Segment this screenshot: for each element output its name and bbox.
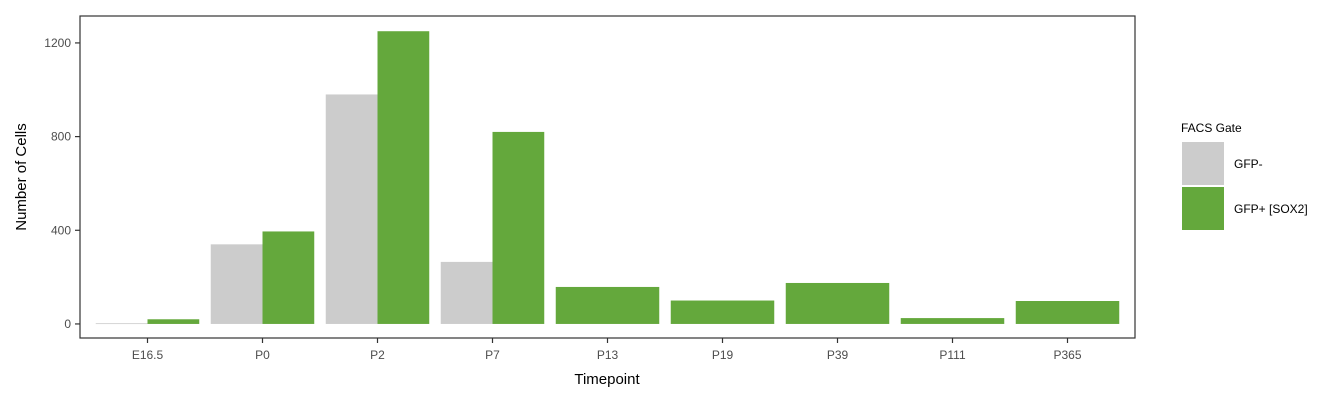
- bar-p2-series-0: [325, 94, 378, 324]
- legend-key-0: [1182, 142, 1224, 185]
- y-tick-label: 0: [64, 317, 71, 331]
- x-tick-label: P2: [370, 348, 385, 362]
- legend-label-0: GFP-: [1234, 157, 1263, 171]
- bar-p2-series-1: [377, 31, 430, 324]
- x-tick-label: P111: [939, 348, 966, 362]
- bar-p13-series-1: [555, 286, 660, 324]
- bar-p0-series-0: [210, 244, 263, 324]
- x-tick-label: P13: [597, 348, 619, 362]
- bars-layer: [95, 31, 1120, 325]
- y-tick-label: 800: [51, 130, 71, 144]
- bar-p7-series-0: [440, 261, 493, 324]
- x-tick-label: P0: [255, 348, 270, 362]
- bar-p19-series-1: [670, 300, 775, 324]
- bar-p111-series-1: [900, 318, 1005, 324]
- x-axis-title: Timepoint: [574, 371, 640, 388]
- bar-p0-series-1: [262, 231, 315, 324]
- bar-p7-series-1: [492, 131, 545, 324]
- legend-label-1: GFP+ [SOX2]: [1234, 202, 1308, 216]
- bar-p39-series-1: [785, 282, 890, 324]
- bar-e16-5-series-0: [95, 323, 148, 325]
- x-tick-label: E16.5: [132, 348, 164, 362]
- bar-p365-series-1: [1015, 301, 1120, 324]
- legend-title: FACS Gate: [1181, 121, 1242, 135]
- y-axis-title: Number of Cells: [13, 123, 30, 231]
- x-axis: E16.5 P0 P2 P7 P13 P19 P39 P111 P365: [132, 338, 1082, 362]
- bar-e16-5-series-1: [147, 319, 200, 324]
- legend-key-1: [1182, 187, 1224, 230]
- legend: FACS Gate GFP- GFP+ [SOX2]: [1181, 121, 1308, 230]
- y-axis: 0 400 800 1200: [44, 36, 80, 331]
- x-tick-label: P19: [712, 348, 734, 362]
- y-tick-label: 400: [51, 223, 71, 237]
- x-tick-label: P365: [1053, 348, 1081, 362]
- x-tick-label: P7: [485, 348, 500, 362]
- x-tick-label: P39: [827, 348, 849, 362]
- y-tick-label: 1200: [44, 36, 71, 50]
